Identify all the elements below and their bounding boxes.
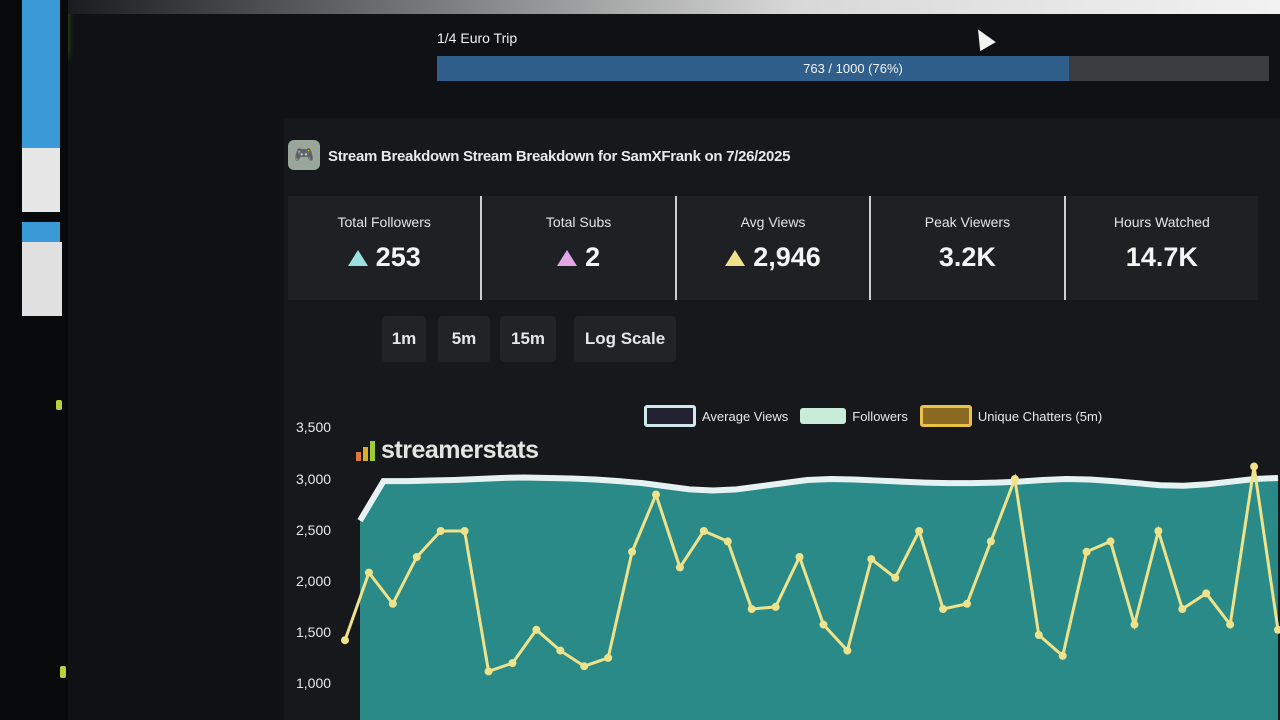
trend-up-icon: [347, 249, 368, 266]
stat-value: 2: [585, 242, 601, 272]
status-dot: [60, 666, 66, 678]
unique-chatters-point: [771, 602, 780, 611]
unique-chatters-point: [412, 553, 421, 561]
y-tick-label: 2,500: [296, 522, 332, 538]
goal-progress-fill: [437, 56, 1070, 81]
legend-label: Followers: [852, 408, 908, 424]
adjacent-window-tab: [22, 0, 60, 148]
unique-chatters-point: [628, 547, 637, 556]
unique-chatters-point: [1058, 651, 1067, 660]
goal-title: 1/4 Euro Trip: [437, 30, 518, 46]
panel-title: Stream Breakdown Stream Breakdown for Sa…: [328, 148, 791, 165]
range-5m-button[interactable]: 5m: [438, 316, 490, 362]
range-15m-button[interactable]: 15m: [500, 316, 556, 362]
goal-progress-text: 763 / 1000 (76%): [803, 61, 903, 76]
unique-chatters-point: [915, 527, 924, 535]
followers-area: [360, 477, 1278, 720]
stat-avg-views: Avg Views 2,946: [677, 196, 872, 300]
stat-label: Peak Viewers: [924, 214, 1011, 230]
stats-row: Total Followers 253 Total Subs 2 Avg Vie…: [288, 196, 1258, 300]
unique-chatters-point: [747, 605, 756, 613]
unique-chatters-point: [675, 563, 684, 572]
unique-chatters-line: [343, 466, 1280, 674]
unique-chatters-point: [484, 667, 493, 676]
log-scale-button[interactable]: Log Scale: [574, 316, 676, 362]
average-views-line: [357, 474, 1279, 523]
unique-chatters-point: [1082, 547, 1091, 556]
gamepad-icon: 🎮: [288, 140, 320, 170]
legend-label: Unique Chatters (5m): [977, 408, 1103, 424]
unique-chatters-point: [556, 646, 565, 655]
unique-chatters-point: [1154, 527, 1163, 535]
adjacent-window-block: [22, 148, 60, 212]
unique-chatters-point: [388, 599, 397, 608]
unique-chatters-point: [1274, 625, 1280, 634]
trend-up-icon: [725, 249, 746, 266]
unique-chatters-point: [1130, 620, 1139, 629]
monitor-glare: [68, 0, 1280, 14]
unique-chatters-point: [1010, 475, 1019, 483]
legend-swatch-unique-chatters: [919, 405, 972, 427]
unique-chatters-point: [532, 625, 541, 634]
stat-total-followers: Total Followers 253: [288, 196, 483, 300]
y-tick-label: 3,000: [296, 471, 332, 487]
unique-chatters-point: [867, 555, 876, 564]
stat-label: Total Followers: [337, 214, 431, 230]
logo-text: streamerstats: [381, 436, 539, 464]
goal-progress-bar: 763 / 1000 (76%): [437, 56, 1269, 81]
unique-chatters-point: [819, 620, 828, 629]
unique-chatters-point: [1202, 589, 1211, 598]
adjacent-window-block: [22, 242, 62, 316]
stat-peak-viewers: Peak Viewers 3.2K: [871, 196, 1066, 300]
legend-swatch-followers: [800, 408, 847, 424]
unique-chatters-point: [436, 527, 445, 535]
unique-chatters-point: [939, 605, 948, 613]
unique-chatters-point: [580, 662, 589, 671]
unique-chatters-point: [652, 490, 660, 499]
legend-label: Average Views: [702, 408, 789, 424]
unique-chatters-point: [843, 646, 852, 655]
stat-hours-watched: Hours Watched 14.7K: [1066, 196, 1258, 300]
trend-up-icon: [557, 249, 578, 266]
stat-label: Total Subs: [545, 214, 612, 230]
stat-label: Avg Views: [740, 214, 806, 230]
unique-chatters-point: [460, 527, 469, 535]
range-1m-button[interactable]: 1m: [382, 316, 426, 362]
stat-label: Hours Watched: [1113, 214, 1210, 230]
y-tick-label: 1,000: [296, 675, 332, 691]
legend-swatch-average-views: [644, 405, 696, 427]
y-tick-label: 1,500: [296, 624, 332, 640]
unique-chatters-point: [364, 568, 373, 577]
unique-chatters-point: [723, 537, 732, 546]
unique-chatters-point: [795, 553, 804, 561]
y-tick-label: 2,000: [296, 573, 332, 589]
unique-chatters-point: [341, 636, 349, 645]
stat-value: 3.2K: [938, 242, 996, 272]
unique-chatters-point: [963, 599, 971, 608]
bars-icon: [356, 440, 375, 461]
stream-chart: [341, 462, 1280, 720]
stat-value: 2,946: [753, 242, 821, 272]
stat-total-subs: Total Subs 2: [482, 196, 677, 300]
unique-chatters-point: [699, 527, 708, 535]
adjacent-window-edge: [0, 0, 68, 720]
streamerstats-logo: streamerstats: [356, 436, 539, 465]
unique-chatters-point: [986, 537, 995, 546]
adjacent-window-tab: [22, 222, 60, 242]
mouse-cursor-icon: [970, 24, 996, 52]
unique-chatters-point: [1178, 605, 1187, 613]
unique-chatters-point: [891, 573, 900, 582]
unique-chatters-point: [604, 653, 613, 662]
unique-chatters-point: [1250, 462, 1259, 471]
status-dot: [56, 400, 62, 410]
y-tick-label: 3,500: [296, 419, 332, 435]
unique-chatters-point: [1034, 631, 1043, 639]
unique-chatters-point: [1106, 537, 1115, 546]
stat-value: 253: [375, 242, 421, 272]
unique-chatters-point: [1226, 620, 1235, 629]
unique-chatters-point: [508, 659, 517, 668]
chart-legend: Average Views Followers Unique Chatters …: [644, 405, 1102, 427]
stat-value: 14.7K: [1125, 242, 1198, 272]
